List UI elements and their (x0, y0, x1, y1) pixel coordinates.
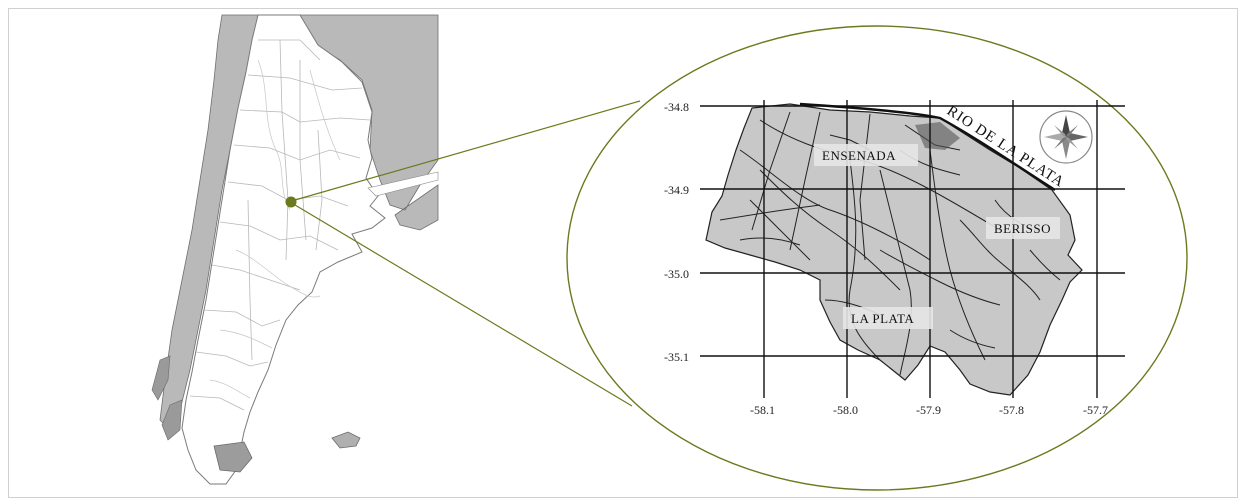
label-bg-la-plata (843, 307, 933, 329)
argentina-map (151, 14, 439, 485)
rivers (209, 59, 341, 399)
graticule (700, 100, 1125, 398)
lon-tick-label: -57.9 (916, 403, 941, 417)
argentina-outline (181, 14, 386, 485)
label-la-plata: LA PLATA (851, 311, 914, 326)
lat-tick-label: -34.8 (664, 100, 689, 114)
callout-line-upper (294, 100, 641, 201)
lon-tick-label: -58.1 (750, 403, 775, 417)
label-berisso: BERISSO (994, 221, 1051, 236)
south-islands (151, 355, 183, 441)
province-borders (189, 39, 371, 411)
location-dot-icon (285, 196, 297, 208)
callout-line-lower (294, 204, 633, 407)
road-network (719, 111, 1061, 376)
detail-map: ENSENADA BERISSO LA PLATA RIO DE LA PLAT… (664, 100, 1125, 417)
label-bg-berisso (986, 217, 1060, 239)
lat-tick-label: -35.1 (664, 350, 689, 364)
urban-area (915, 122, 960, 150)
coastline (799, 102, 1056, 192)
label-bg-ensenada (814, 144, 918, 166)
malvinas-islands (331, 431, 361, 449)
tierra-del-fuego (213, 441, 253, 473)
lon-tick-label: -58.0 (833, 403, 858, 417)
estuary (367, 171, 439, 197)
lon-tick-label: -57.7 (1083, 403, 1108, 417)
partido-land-area (705, 103, 1083, 396)
lon-tick-label: -57.8 (999, 403, 1024, 417)
callout-lines (294, 100, 641, 407)
compass-rose-icon (1039, 110, 1093, 164)
lat-tick-label: -35.0 (664, 267, 689, 281)
label-ensenada: ENSENADA (822, 148, 896, 163)
lat-tick-label: -34.9 (664, 183, 689, 197)
